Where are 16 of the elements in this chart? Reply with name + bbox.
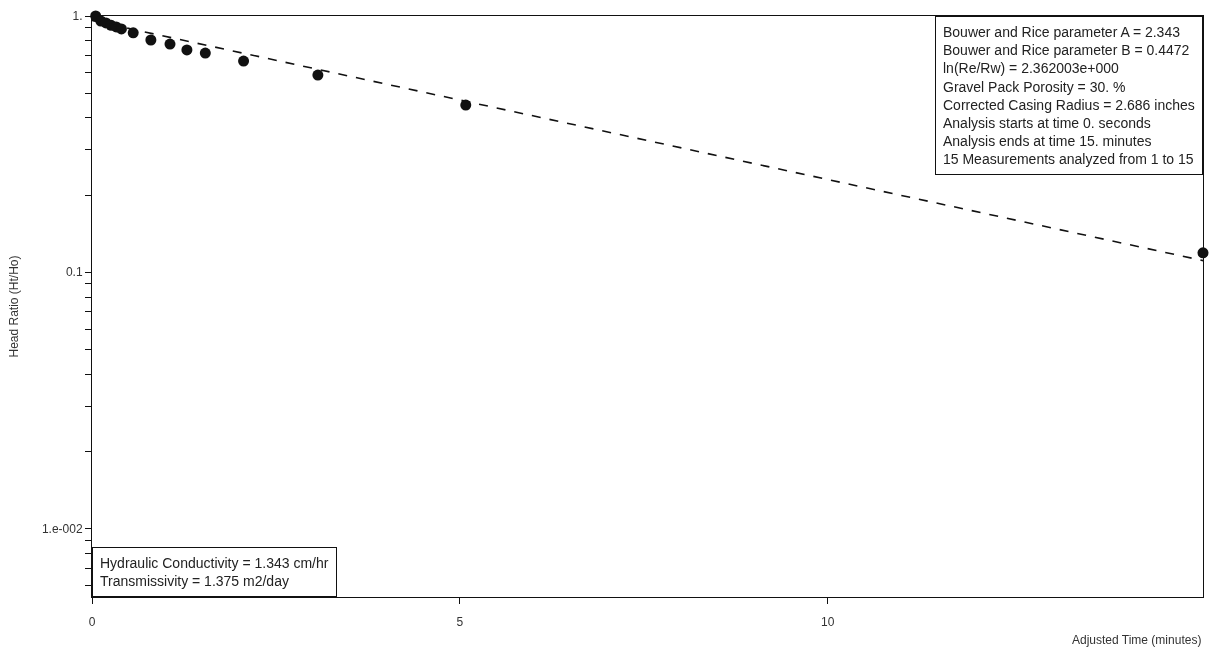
point <box>312 69 324 81</box>
annotation: Hydraulic Conductivity = 1.343 cm/hr Transmissivity = 1.375 m2/day <box>100 555 329 590</box>
point <box>145 34 157 46</box>
x-tick-label: 5 <box>456 615 464 630</box>
y-tick-label: 1. <box>72 9 83 24</box>
point <box>164 38 176 50</box>
point <box>238 55 250 67</box>
annotation: Bouwer and Rice parameter A = 2.343 Bouwer and Rice parameter B = 0.4472 ln(Re/Rw) = 2.362003e+000 Gravel Pack Porosity = 30. % Corrected Casing Radius = 2.686 inches Analysis starts at time 0. seconds Analysis ends at time 15. minutes 15 Measurements analyzed from 1 to 15 <box>943 24 1195 168</box>
x-axis-title: Adjusted Time (minutes) <box>1072 633 1202 647</box>
x-tick-label: 10 <box>821 615 835 630</box>
y-axis-title: Head Ratio (Ht/Ho) <box>7 255 22 358</box>
point <box>199 47 211 59</box>
point <box>181 44 193 56</box>
y-tick-label: 1.e-002 <box>41 521 83 536</box>
y-tick-label: 0.1 <box>65 265 83 280</box>
x-tick-label: 0 <box>88 615 96 630</box>
